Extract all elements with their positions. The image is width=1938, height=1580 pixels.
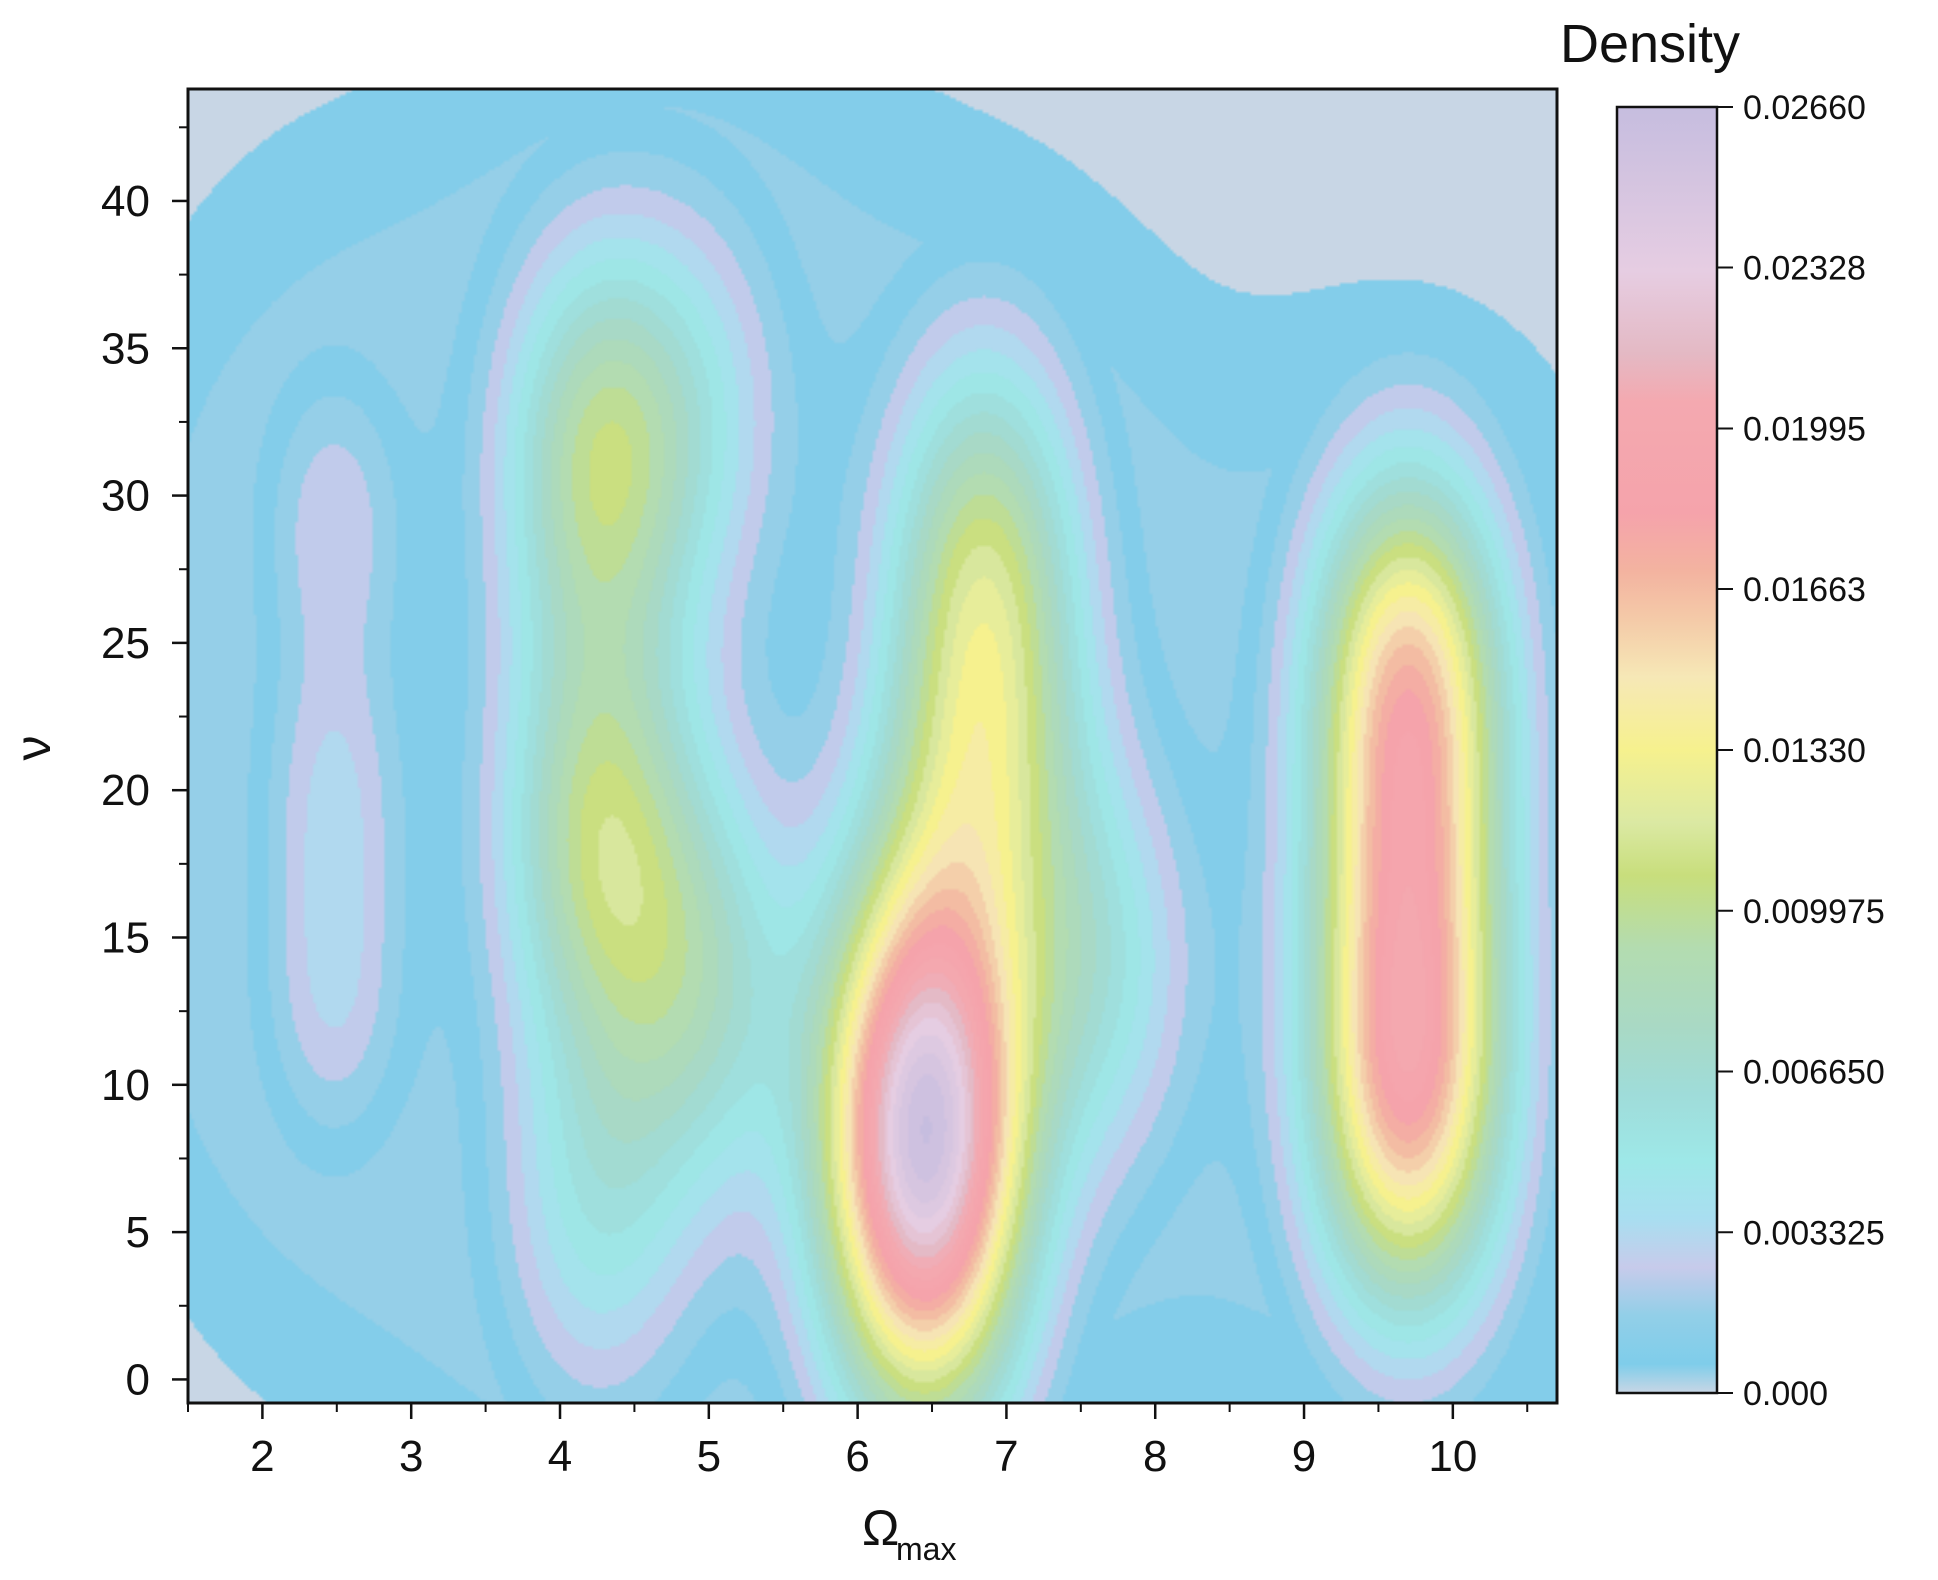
density-contour-image [188,89,1557,1403]
y-tick-label: 10 [101,1061,150,1110]
y-tick-label: 25 [101,619,150,668]
x-tick-label: 9 [1292,1432,1316,1481]
y-tick-label: 15 [101,914,150,963]
y-axis-title: ν [5,736,61,761]
x-tick-label: 6 [845,1432,869,1481]
colorbar-tick-label: 0.02660 [1743,89,1866,127]
x-axis-title-subscript: max [896,1531,956,1567]
y-tick-label: 0 [126,1355,150,1404]
colorbar-tick-label: 0.009975 [1743,893,1885,931]
colorbar-title: Density [1560,14,1740,74]
colorbar-gradient [1617,107,1717,1393]
colorbar-tick-label: 0.006650 [1743,1054,1885,1092]
x-tick-label: 7 [994,1432,1018,1481]
y-tick-label: 5 [126,1208,150,1257]
colorbar-tick-label: 0.01663 [1743,571,1866,609]
y-tick-label: 20 [101,766,150,815]
x-tick-label: 10 [1428,1432,1477,1481]
x-tick-label: 3 [399,1432,423,1481]
colorbar-tick-label: 0.003325 [1743,1214,1885,1252]
colorbar-tick-label: 0.02328 [1743,250,1866,288]
x-axis-title: Ω max [862,1500,956,1567]
colorbar-tick-label: 0.000 [1743,1375,1828,1413]
x-axis: 2 3 4 5 6 7 8 9 10 [187,1403,1529,1481]
colorbar: Density 0.0000.0033250.0066500.0099750.0… [1560,14,1885,1413]
colorbar-tick-label: 0.01330 [1743,732,1866,770]
y-tick-label: 35 [101,324,150,373]
x-tick-label: 4 [548,1432,572,1481]
x-tick-label: 2 [250,1432,274,1481]
y-tick-label: 40 [101,177,150,226]
x-tick-label: 5 [697,1432,721,1481]
y-axis: 0 5 10 15 20 25 30 35 40 [101,126,188,1404]
y-tick-label: 30 [101,472,150,521]
x-tick-label: 8 [1143,1432,1167,1481]
colorbar-tick-label: 0.01995 [1743,411,1866,449]
plot-area [186,87,1559,1405]
colorbar-ticks: 0.000 0.003325 0.006650 0.009975 0.01330 0.01… [1717,89,1885,1413]
plot-frame [186,87,1559,1405]
x-axis-title-main: Ω [862,1500,899,1556]
